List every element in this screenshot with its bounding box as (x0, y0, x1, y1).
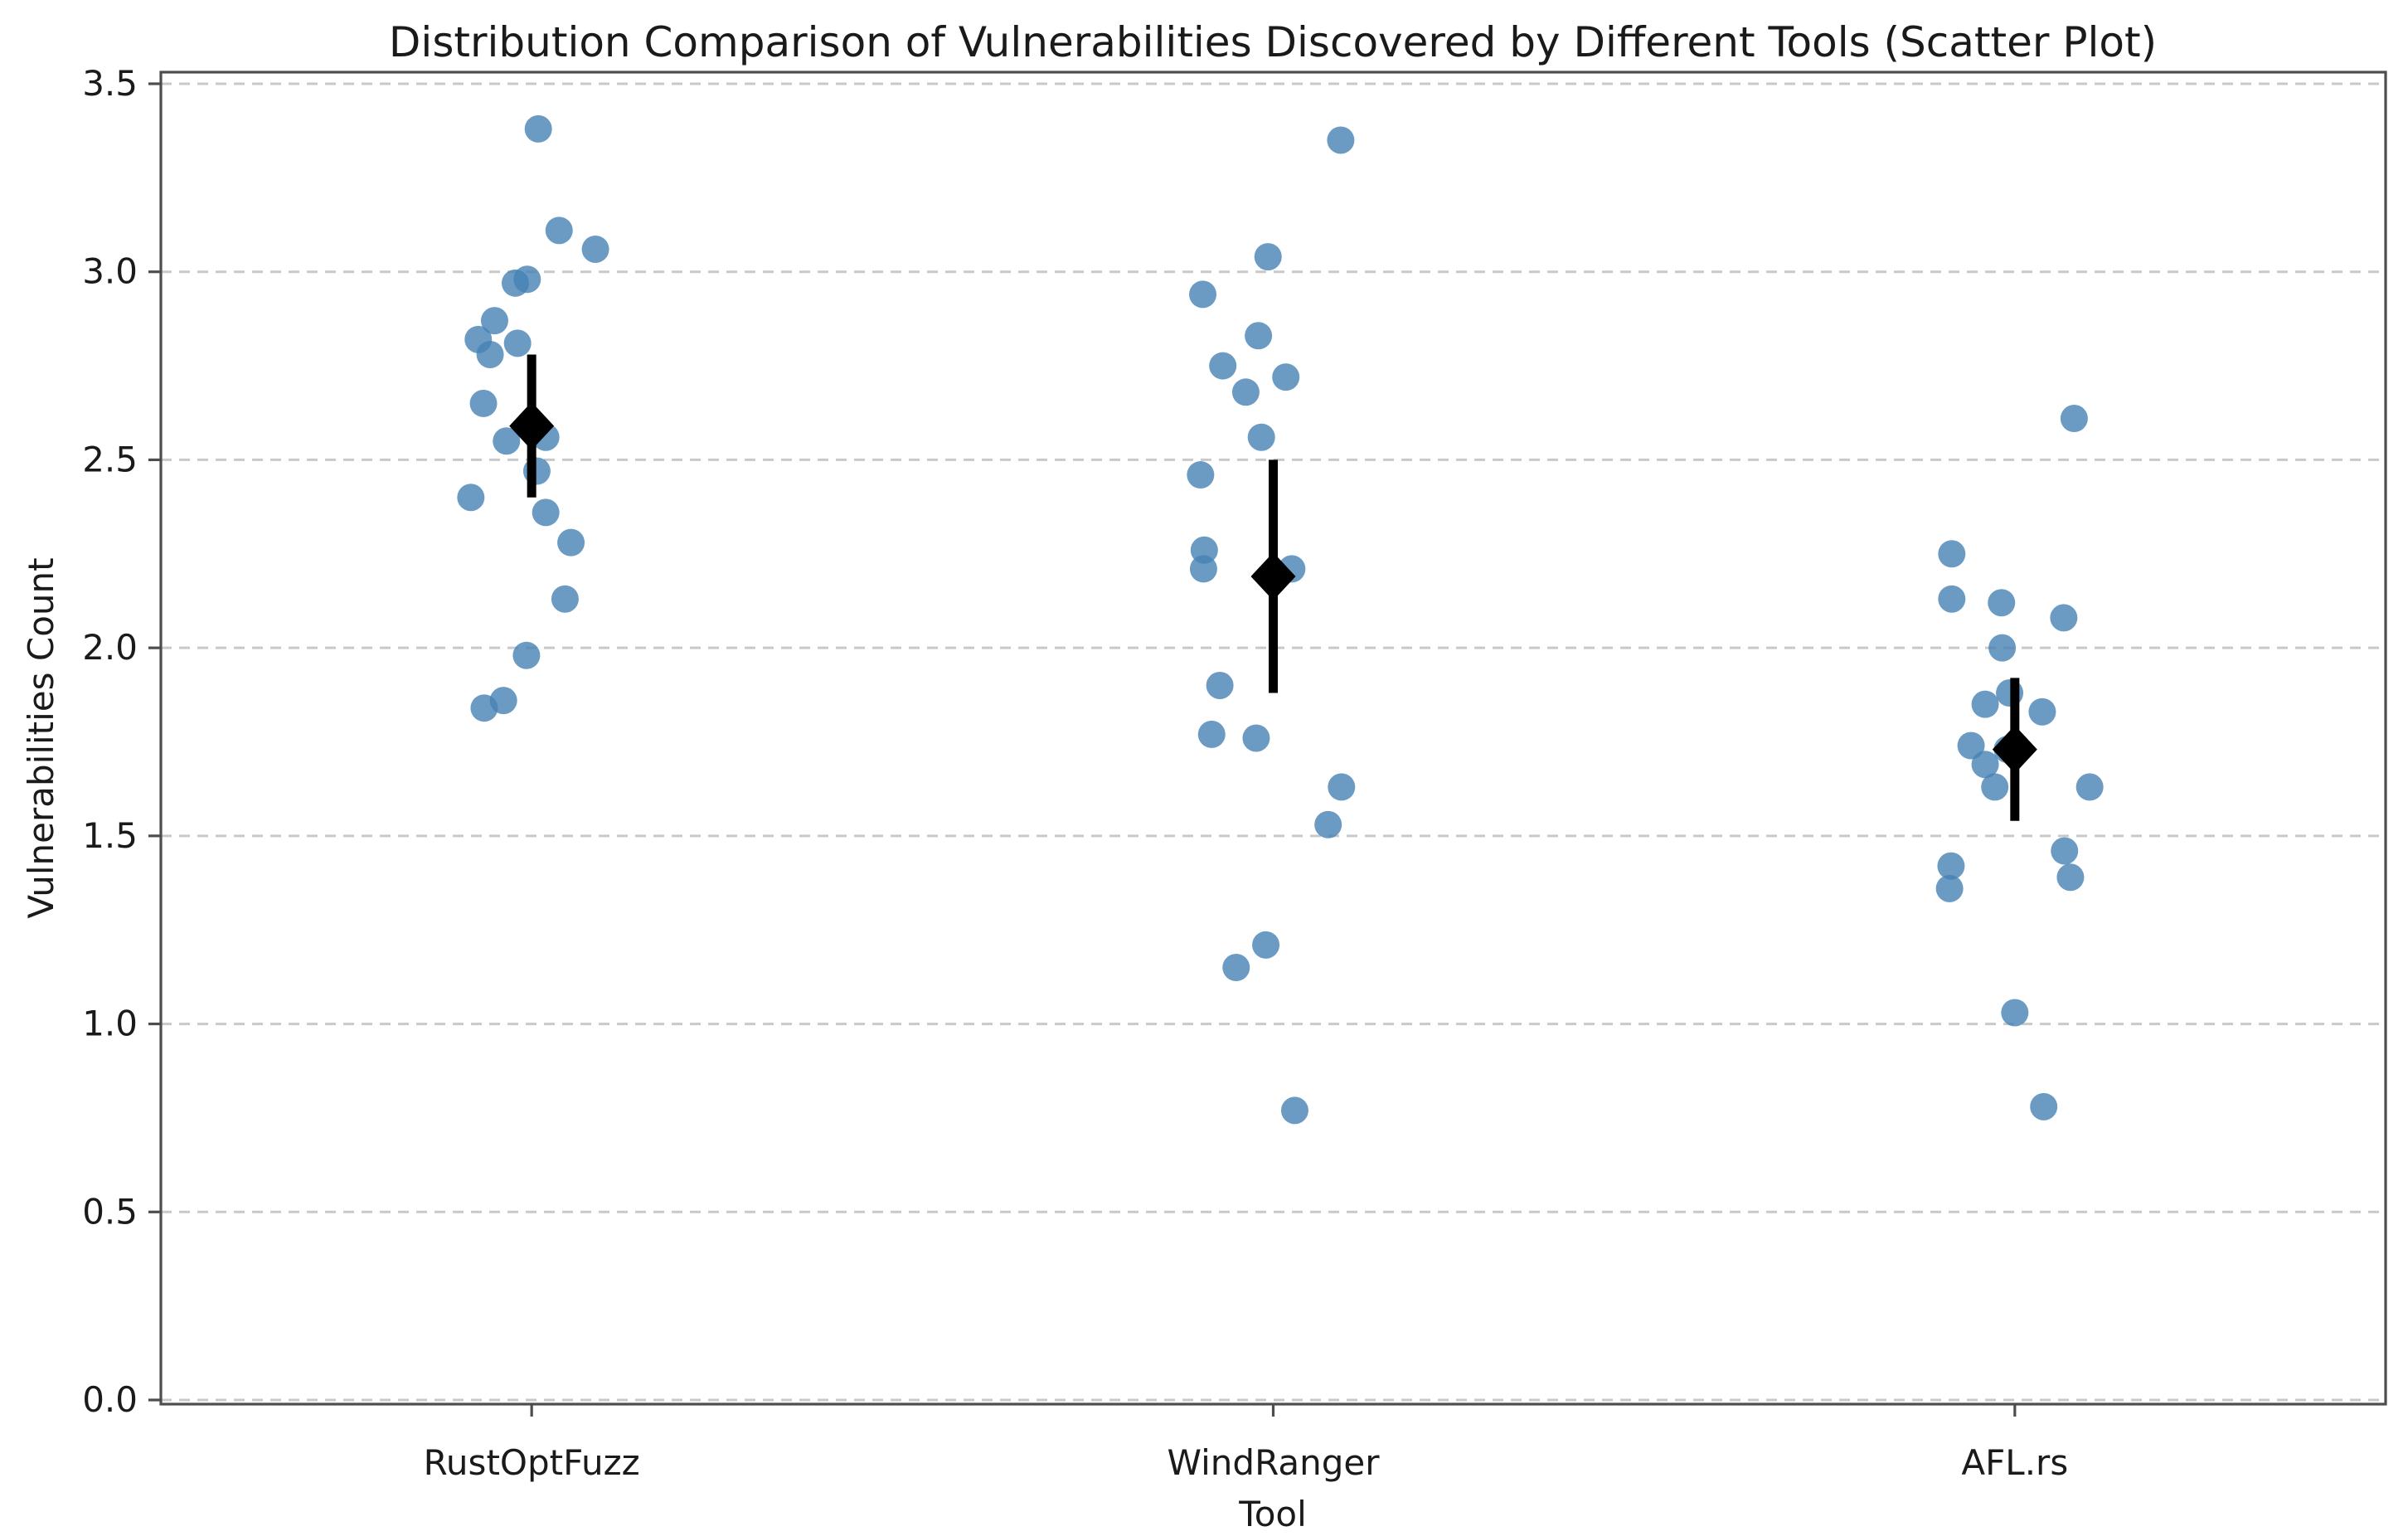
scatter-point-AFL.rs (2060, 405, 2088, 433)
scatter-point-AFL.rs (1938, 585, 1966, 613)
y-tick-label: 0.0 (82, 1379, 138, 1420)
mean-diamond-AFL.rs (1992, 725, 2037, 774)
scatter-point-RustOptFuzz (503, 329, 532, 357)
scatter-point-WindRanger (1314, 810, 1342, 838)
scatter-point-WindRanger (1242, 724, 1270, 752)
scatter-point-RustOptFuzz (557, 528, 585, 557)
scatter-points (457, 114, 2104, 1125)
x-tick-label-WindRanger: WindRanger (1168, 1442, 1381, 1483)
y-tick-label: 1.5 (82, 815, 138, 856)
scatter-point-AFL.rs (2051, 837, 2079, 865)
scatter-point-RustOptFuzz (524, 114, 552, 143)
scatter-point-AFL.rs (2050, 604, 2078, 632)
mean-error-bars (509, 354, 2037, 821)
y-tick-label: 2.0 (82, 627, 138, 668)
scatter-point-WindRanger (1280, 1096, 1308, 1125)
scatter-point-WindRanger (1245, 322, 1273, 350)
scatter-point-RustOptFuzz (581, 236, 609, 264)
scatter-point-AFL.rs (1988, 589, 2016, 617)
scatter-point-RustOptFuzz (532, 498, 560, 527)
scatter-point-AFL.rs (1938, 540, 1966, 568)
scatter-point-WindRanger (1189, 280, 1217, 309)
scatter-point-WindRanger (1209, 352, 1237, 380)
scatter-point-WindRanger (1328, 773, 1356, 801)
scatter-point-AFL.rs (2056, 863, 2085, 892)
scatter-point-RustOptFuzz (493, 427, 521, 455)
y-tick-label: 3.5 (82, 63, 138, 104)
scatter-point-WindRanger (1206, 671, 1234, 699)
x-axis-label: Tool (1238, 1494, 1307, 1533)
mean-diamond-WindRanger (1250, 552, 1296, 600)
scatter-point-RustOptFuzz (551, 585, 579, 613)
scatter-point-AFL.rs (1957, 732, 1985, 760)
scatter-point-AFL.rs (1935, 874, 1964, 902)
scatter-point-RustOptFuzz (501, 269, 529, 297)
scatter-point-RustOptFuzz (469, 389, 498, 417)
scatter-point-RustOptFuzz (545, 216, 573, 245)
chart-title: Distribution Comparison of Vulnerabiliti… (389, 18, 2157, 66)
scatter-point-AFL.rs (2030, 1092, 2058, 1120)
scatter-point-WindRanger (1272, 363, 1300, 391)
scatter-point-WindRanger (1222, 954, 1250, 982)
mean-diamond-RustOptFuzz (509, 401, 555, 450)
scatter-point-AFL.rs (1988, 634, 2017, 662)
scatter-point-WindRanger (1327, 126, 1355, 154)
scatter-point-WindRanger (1187, 461, 1215, 489)
scatter-point-RustOptFuzz (457, 484, 485, 512)
y-axis-label: Vulnerabilities Count (21, 557, 61, 918)
x-tick-label-RustOptFuzz: RustOptFuzz (424, 1442, 640, 1483)
y-tick-label: 2.5 (82, 439, 138, 479)
x-tick-label-AFL.rs: AFL.rs (1961, 1442, 2068, 1483)
scatter-point-WindRanger (1254, 243, 1282, 271)
scatter-point-AFL.rs (2028, 698, 2056, 726)
axis-ticks-and-labels: 0.0 0.5 1.0 1.5 2.0 2.5 3.0 3.5 RustOptFuzz WindR… (82, 63, 2068, 1483)
y-tick-label: 1.0 (82, 1004, 138, 1044)
scatter-point-WindRanger (1197, 720, 1226, 748)
scatter-point-RustOptFuzz (480, 307, 508, 335)
scatter-point-WindRanger (1189, 555, 1217, 583)
scatter-point-AFL.rs (2075, 773, 2104, 801)
scatter-point-RustOptFuzz (476, 340, 504, 368)
scatter-point-AFL.rs (1981, 773, 2009, 801)
scatter-point-AFL.rs (1971, 751, 1999, 779)
scatter-point-AFL.rs (1971, 690, 1999, 718)
y-tick-label: 0.5 (82, 1191, 138, 1232)
scatter-point-WindRanger (1247, 423, 1275, 451)
scatter-point-WindRanger (1231, 378, 1260, 406)
scatter-point-AFL.rs (1937, 852, 1965, 880)
scatter-point-AFL.rs (2001, 999, 2029, 1027)
scatter-point-RustOptFuzz (512, 641, 541, 669)
scatter-point-RustOptFuzz (470, 694, 498, 722)
scatter-point-WindRanger (1252, 931, 1280, 959)
y-tick-label: 3.0 (82, 251, 138, 292)
